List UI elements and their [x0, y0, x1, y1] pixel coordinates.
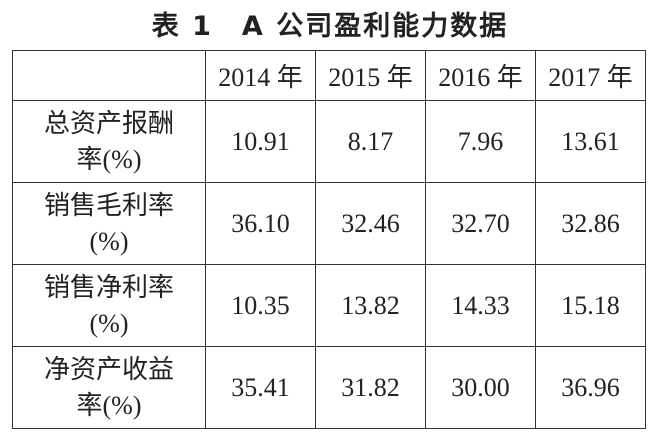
value-cell: 7.96 — [425, 100, 536, 183]
column-header: 2014 年 — [205, 50, 316, 101]
table-title: 表 1 A 公司盈利能力数据 — [151, 11, 509, 42]
row-label-cell: 净资产收益率(%) — [12, 346, 206, 429]
value-cell: 32.46 — [315, 182, 426, 265]
column-header: 2016 年 — [425, 50, 536, 101]
value-cell: 13.82 — [315, 264, 426, 347]
table-row: 净资产收益率(%) 35.41 31.82 30.00 36.96 — [12, 346, 646, 429]
value-cell: 30.00 — [425, 346, 536, 429]
row-label: 销售毛利率(%) — [43, 190, 174, 256]
row-label: 净资产收益率(%) — [43, 354, 174, 420]
row-label: 总资产报酬率(%) — [43, 108, 174, 174]
value-cell: 31.82 — [315, 346, 426, 429]
corner-cell — [12, 50, 206, 101]
row-label-cell: 总资产报酬率(%) — [12, 100, 206, 183]
value-cell: 36.10 — [205, 182, 316, 265]
value-cell: 35.41 — [205, 346, 316, 429]
row-label-cell: 销售净利率(%) — [12, 264, 206, 347]
value-cell: 14.33 — [425, 264, 536, 347]
row-label-cell: 销售毛利率(%) — [12, 182, 206, 265]
value-cell: 10.91 — [205, 100, 316, 183]
row-label: 销售净利率(%) — [43, 272, 174, 338]
value-cell: 32.86 — [535, 182, 646, 265]
table-row: 销售毛利率(%) 36.10 32.46 32.70 32.86 — [12, 182, 646, 265]
column-header: 2017 年 — [535, 50, 646, 101]
table-row: 总资产报酬率(%) 10.91 8.17 7.96 13.61 — [12, 100, 646, 183]
table-row: 销售净利率(%) 10.35 13.82 14.33 15.18 — [12, 264, 646, 347]
value-cell: 8.17 — [315, 100, 426, 183]
table: 2014 年 2015 年 2016 年 2017 年 总资产报酬率(%) 10.91 8… — [12, 50, 646, 429]
value-cell: 13.61 — [535, 100, 646, 183]
value-cell: 15.18 — [535, 264, 646, 347]
value-cell: 32.70 — [425, 182, 536, 265]
value-cell: 36.96 — [535, 346, 646, 429]
value-cell: 10.35 — [205, 264, 316, 347]
header-row: 2014 年 2015 年 2016 年 2017 年 — [12, 50, 646, 101]
column-header: 2015 年 — [315, 50, 426, 101]
